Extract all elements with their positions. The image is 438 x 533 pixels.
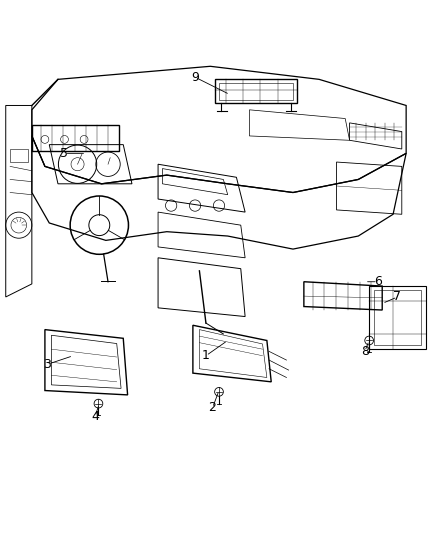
Text: 7: 7 bbox=[393, 290, 402, 303]
Text: 9: 9 bbox=[191, 71, 199, 84]
Text: 2: 2 bbox=[208, 401, 216, 415]
Text: 5: 5 bbox=[60, 147, 68, 160]
Text: 8: 8 bbox=[361, 345, 369, 358]
Text: 3: 3 bbox=[43, 358, 51, 371]
Text: 6: 6 bbox=[374, 275, 382, 288]
Text: 4: 4 bbox=[91, 410, 99, 423]
Text: 1: 1 bbox=[202, 349, 210, 362]
